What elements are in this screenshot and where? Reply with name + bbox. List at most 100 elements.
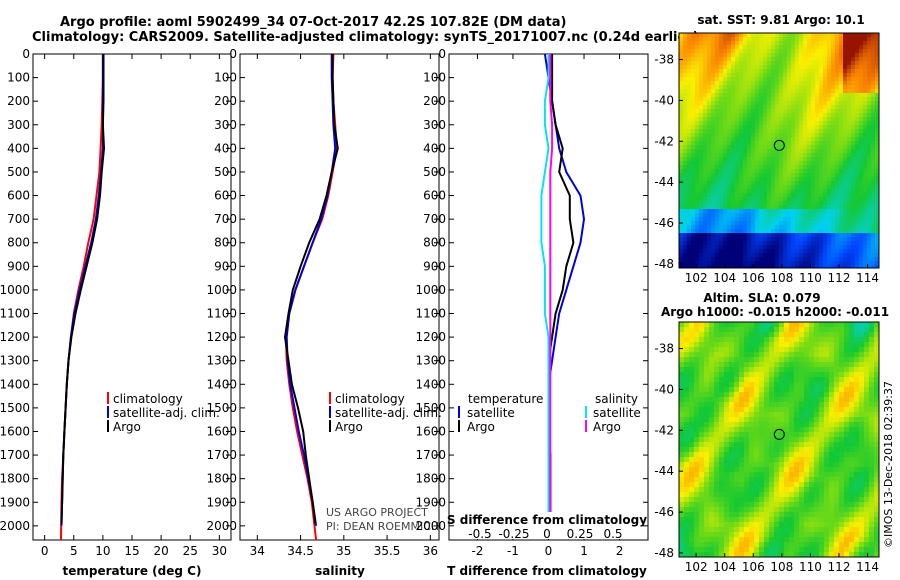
map-cell — [819, 225, 823, 229]
map-cell — [823, 109, 827, 113]
map-cell — [844, 507, 849, 512]
map-cell — [794, 367, 799, 372]
map-cell — [783, 181, 787, 185]
map-cell — [803, 73, 807, 77]
map-y-tick-label: -46 — [654, 216, 674, 230]
map-cell — [739, 37, 743, 41]
map-cell — [811, 45, 815, 49]
map-cell — [794, 327, 799, 332]
map-cell — [683, 253, 687, 257]
map-cell — [679, 105, 683, 109]
map-cell — [707, 181, 711, 185]
map-cell — [715, 121, 719, 125]
map-cell — [687, 161, 691, 165]
map-cell — [691, 181, 695, 185]
map-cell — [687, 245, 691, 249]
map-cell — [823, 133, 827, 137]
map-cell — [775, 221, 779, 225]
map-cell — [795, 49, 799, 53]
depth-tick-label: 200 — [214, 94, 237, 108]
map-cell — [787, 249, 791, 253]
map-cell — [727, 157, 731, 161]
map-cell — [759, 117, 763, 121]
map-cell — [794, 392, 799, 397]
map-cell — [731, 245, 735, 249]
map-cell — [779, 447, 784, 452]
map-cell — [764, 447, 769, 452]
sst-map-cells — [679, 33, 879, 268]
map-cell — [739, 145, 743, 149]
map-cell — [855, 257, 859, 261]
map-cell — [819, 213, 823, 217]
map-cell — [844, 407, 849, 412]
map-cell — [791, 149, 795, 153]
map-cell — [719, 442, 724, 447]
map-cell — [779, 201, 783, 205]
map-cell — [735, 93, 739, 97]
map-cell — [871, 125, 875, 129]
map-cell — [709, 507, 714, 512]
map-cell — [743, 89, 747, 93]
map-cell — [815, 261, 819, 265]
map-cell — [859, 189, 863, 193]
map-cell — [747, 73, 751, 77]
map-cell — [779, 437, 784, 442]
map-cell — [691, 209, 695, 213]
map-cell — [795, 209, 799, 213]
map-cell — [819, 241, 823, 245]
map-cell — [779, 392, 784, 397]
map-cell — [687, 113, 691, 117]
map-cell — [731, 145, 735, 149]
map-cell — [855, 165, 859, 169]
map-cell — [764, 352, 769, 357]
map-cell — [711, 41, 715, 45]
map-cell — [779, 337, 784, 342]
map-cell — [784, 472, 789, 477]
map-cell — [754, 422, 759, 427]
map-cell — [835, 129, 839, 133]
map-cell — [811, 61, 815, 65]
map-cell — [875, 73, 879, 77]
map-cell — [834, 437, 839, 442]
map-cell — [834, 477, 839, 482]
map-cell — [867, 125, 871, 129]
map-cell — [764, 327, 769, 332]
map-cell — [731, 157, 735, 161]
map-cell — [724, 502, 729, 507]
map-cell — [854, 437, 859, 442]
map-cell — [779, 257, 783, 261]
map-cell — [699, 432, 704, 437]
map-cell — [739, 367, 744, 372]
map-cell — [759, 407, 764, 412]
map-cell — [814, 442, 819, 447]
map-cell — [795, 229, 799, 233]
map-cell — [864, 387, 869, 392]
map-cell — [687, 117, 691, 121]
map-cell — [874, 342, 879, 347]
map-cell — [789, 522, 794, 527]
map-cell — [719, 133, 723, 137]
map-cell — [727, 197, 731, 201]
map-cell — [775, 141, 779, 145]
map-cell — [871, 77, 875, 81]
map-cell — [811, 69, 815, 73]
map-cell — [791, 265, 795, 268]
map-cell — [789, 427, 794, 432]
map-cell — [724, 372, 729, 377]
map-cell — [774, 467, 779, 472]
map-cell — [835, 205, 839, 209]
map-cell — [874, 322, 879, 327]
map-cell — [851, 253, 855, 257]
map-cell — [794, 372, 799, 377]
map-cell — [794, 497, 799, 502]
map-cell — [755, 49, 759, 53]
map-cell — [855, 189, 859, 193]
map-cell — [679, 93, 683, 97]
map-cell — [815, 105, 819, 109]
map-cell — [863, 177, 867, 181]
map-cell — [754, 492, 759, 497]
map-cell — [851, 241, 855, 245]
map-cell — [699, 372, 704, 377]
map-cell — [779, 532, 784, 537]
map-cell — [795, 261, 799, 265]
